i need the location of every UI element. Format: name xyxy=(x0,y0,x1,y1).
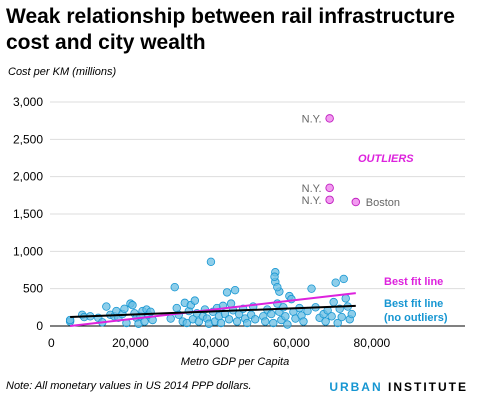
best-fit-line xyxy=(70,292,356,327)
outlier-point xyxy=(325,183,334,193)
data-point xyxy=(281,312,290,321)
brand-logo: URBAN INSTITUTE xyxy=(329,380,468,394)
data-point xyxy=(333,318,342,328)
y-axis-label: Cost per KM (millions) xyxy=(8,66,117,78)
data-point xyxy=(250,315,260,324)
outlier-label: N.Y. xyxy=(302,113,322,125)
data-point xyxy=(299,317,308,326)
data-point xyxy=(331,278,340,287)
data-point xyxy=(321,317,330,326)
outliers-heading: OUTLIERS xyxy=(358,153,414,165)
best-fit-no-outliers-label: Best fit line xyxy=(384,298,443,310)
y-tick-label: 3,000 xyxy=(13,95,43,109)
y-tick-label: 500 xyxy=(23,282,43,296)
data-point xyxy=(273,282,282,292)
brand-part-institute: INSTITUTE xyxy=(388,380,468,394)
best-fit-label: Best fit line xyxy=(384,276,443,288)
data-point xyxy=(170,282,179,292)
data-point xyxy=(347,309,356,319)
outlier-point xyxy=(351,197,361,207)
data-point xyxy=(120,304,129,314)
y-tick-label: 1,000 xyxy=(13,244,43,258)
chart-title: Weak relationship between rail infrastru… xyxy=(6,5,455,54)
y-tick-label: 1,500 xyxy=(13,207,43,221)
data-point xyxy=(270,272,279,281)
x-tick-label: 40,000 xyxy=(193,336,230,350)
data-point xyxy=(182,318,191,328)
data-point xyxy=(222,288,232,297)
data-point xyxy=(279,303,288,312)
outlier-label: N.Y. xyxy=(302,195,322,207)
data-point xyxy=(224,315,234,324)
y-tick-label: 2,000 xyxy=(13,170,43,184)
data-point xyxy=(341,294,350,303)
data-point xyxy=(307,284,316,293)
x-axis-label: Metro GDP per Capita xyxy=(181,356,289,368)
best-fit-no-outliers-label-2: (no outliers) xyxy=(384,312,448,324)
data-point xyxy=(128,300,137,310)
data-point xyxy=(206,257,216,266)
footnote: Note: All monetary values in US 2014 PPP… xyxy=(6,380,252,392)
data-point xyxy=(339,274,348,284)
data-point xyxy=(283,320,292,329)
data-point xyxy=(102,302,111,311)
data-point xyxy=(329,297,338,307)
x-tick-label: 60,000 xyxy=(273,336,310,350)
outlier-label: Boston xyxy=(366,197,400,209)
y-tick-label: 0 xyxy=(36,319,43,333)
data-point xyxy=(232,317,242,326)
data-point xyxy=(216,318,226,328)
brand-part-urban: URBAN xyxy=(329,380,383,394)
outlier-label: N.Y. xyxy=(302,183,322,195)
data-point xyxy=(230,285,240,295)
outlier-point xyxy=(325,114,334,123)
data-point xyxy=(327,312,336,321)
x-tick-label: 80,000 xyxy=(354,336,391,350)
best-fit-line-no-outliers xyxy=(70,304,356,319)
data-point xyxy=(261,317,270,326)
data-point xyxy=(166,314,175,323)
y-tick-label: 2,500 xyxy=(13,132,43,146)
data-point xyxy=(242,318,252,328)
data-point xyxy=(267,309,276,319)
data-point xyxy=(140,317,149,326)
data-point xyxy=(269,318,278,328)
data-point xyxy=(337,312,346,322)
outlier-point xyxy=(325,195,334,205)
data-point xyxy=(190,296,200,305)
x-tick-label: 0 xyxy=(48,336,55,350)
x-tick-label: 20,000 xyxy=(112,336,149,350)
